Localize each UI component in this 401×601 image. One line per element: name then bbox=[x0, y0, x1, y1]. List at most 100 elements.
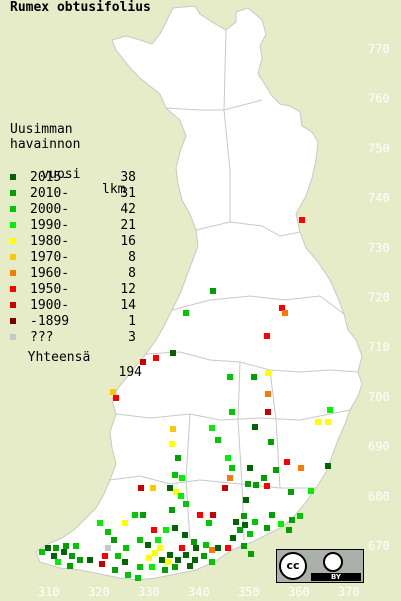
observation-dot bbox=[167, 552, 173, 558]
observation-dot bbox=[123, 545, 129, 551]
cc-icon: cc bbox=[279, 552, 307, 580]
legend-count: 3 bbox=[128, 330, 136, 345]
observation-dot bbox=[227, 374, 233, 380]
legend-count: 8 bbox=[128, 250, 136, 265]
observation-dot bbox=[282, 310, 288, 316]
observation-dot bbox=[67, 563, 73, 569]
legend-heading-count: lkm bbox=[102, 182, 126, 197]
observation-dot bbox=[252, 424, 258, 430]
observation-dot bbox=[179, 545, 185, 551]
legend-count: 1 bbox=[128, 314, 136, 329]
legend-label: 2000- bbox=[30, 202, 70, 217]
observation-dot bbox=[51, 553, 57, 559]
observation-dot bbox=[113, 395, 119, 401]
legend-swatch bbox=[10, 222, 16, 228]
observation-dot bbox=[264, 525, 270, 531]
legend-swatch bbox=[10, 302, 16, 308]
observation-dot bbox=[150, 485, 156, 491]
y-grid-label: 670 bbox=[368, 539, 390, 553]
observation-dot bbox=[151, 527, 157, 533]
legend-heading-year: vuosi bbox=[41, 167, 81, 182]
legend-count: 16 bbox=[120, 234, 136, 249]
observation-dot bbox=[251, 374, 257, 380]
observation-dot bbox=[182, 532, 188, 538]
observation-dot bbox=[225, 455, 231, 461]
observation-dot bbox=[178, 493, 184, 499]
observation-dot bbox=[175, 455, 181, 461]
observation-dot bbox=[315, 419, 321, 425]
observation-dot bbox=[135, 575, 141, 581]
attribution-icon bbox=[323, 552, 343, 572]
observation-dot bbox=[237, 527, 243, 533]
y-grid-label: 680 bbox=[368, 489, 390, 503]
legend-swatch bbox=[10, 318, 16, 324]
observation-dot bbox=[265, 370, 271, 376]
observation-dot bbox=[193, 545, 199, 551]
observation-dot bbox=[170, 426, 176, 432]
legend-label: 2010- bbox=[30, 186, 70, 201]
observation-dot bbox=[140, 512, 146, 518]
observation-dot bbox=[265, 391, 271, 397]
observation-dot bbox=[242, 522, 248, 528]
observation-dot bbox=[201, 553, 207, 559]
observation-dot bbox=[288, 489, 294, 495]
observation-dot bbox=[209, 547, 215, 553]
legend-count: 21 bbox=[120, 218, 136, 233]
observation-dot bbox=[210, 512, 216, 518]
observation-dot bbox=[299, 217, 305, 223]
observation-dot bbox=[112, 567, 118, 573]
observation-dot bbox=[230, 535, 236, 541]
observation-dot bbox=[245, 481, 251, 487]
observation-dot bbox=[248, 551, 254, 557]
legend-swatch bbox=[10, 254, 16, 260]
y-grid-label: 740 bbox=[368, 191, 390, 205]
legend-swatch bbox=[10, 334, 16, 340]
observation-dot bbox=[173, 489, 179, 495]
legend-count: 42 bbox=[120, 202, 136, 217]
observation-dot bbox=[122, 559, 128, 565]
observation-dot bbox=[169, 441, 175, 447]
observation-dot bbox=[241, 543, 247, 549]
legend-label: ??? bbox=[30, 330, 54, 345]
observation-dot bbox=[197, 512, 203, 518]
observation-dot bbox=[286, 527, 292, 533]
license-by-label: BY bbox=[311, 573, 361, 581]
observation-dot bbox=[327, 407, 333, 413]
region-borders bbox=[109, 29, 359, 541]
legend-count: 8 bbox=[128, 266, 136, 281]
legend-swatch bbox=[10, 270, 16, 276]
observation-dot bbox=[264, 333, 270, 339]
observation-dot bbox=[39, 549, 45, 555]
legend-swatch bbox=[10, 174, 16, 180]
observation-dot bbox=[45, 545, 51, 551]
cc-license-badge[interactable]: cc BY bbox=[276, 549, 364, 583]
observation-dot bbox=[265, 409, 271, 415]
legend-count: 31 bbox=[120, 186, 136, 201]
observation-dot bbox=[102, 553, 108, 559]
legend-swatch bbox=[10, 286, 16, 292]
y-grid-label: 690 bbox=[368, 440, 390, 454]
y-grid-label: 700 bbox=[368, 390, 390, 404]
y-grid-label: 720 bbox=[368, 291, 390, 305]
y-grid-label: 710 bbox=[368, 340, 390, 354]
observation-dot bbox=[159, 557, 165, 563]
observation-dot bbox=[183, 310, 189, 316]
legend-swatch bbox=[10, 206, 16, 212]
y-grid-label: 770 bbox=[368, 42, 390, 56]
x-grid-label: 340 bbox=[188, 585, 210, 599]
observation-dot bbox=[210, 288, 216, 294]
observation-dot bbox=[167, 485, 173, 491]
observation-dot bbox=[247, 465, 253, 471]
observation-dot bbox=[325, 419, 331, 425]
observation-dot bbox=[278, 521, 284, 527]
legend-count: 38 bbox=[120, 170, 136, 185]
observation-dot bbox=[225, 545, 231, 551]
total-count: 194 bbox=[118, 365, 142, 380]
total-label: Yhteensä bbox=[27, 350, 91, 365]
observation-dot bbox=[138, 485, 144, 491]
observation-dot bbox=[206, 520, 212, 526]
observation-dot bbox=[165, 559, 171, 565]
observation-dot bbox=[247, 531, 253, 537]
y-grid-labels: 770 760 750 740 730 720 710 700 690 680 670 bbox=[368, 42, 390, 553]
observation-dot bbox=[149, 564, 155, 570]
